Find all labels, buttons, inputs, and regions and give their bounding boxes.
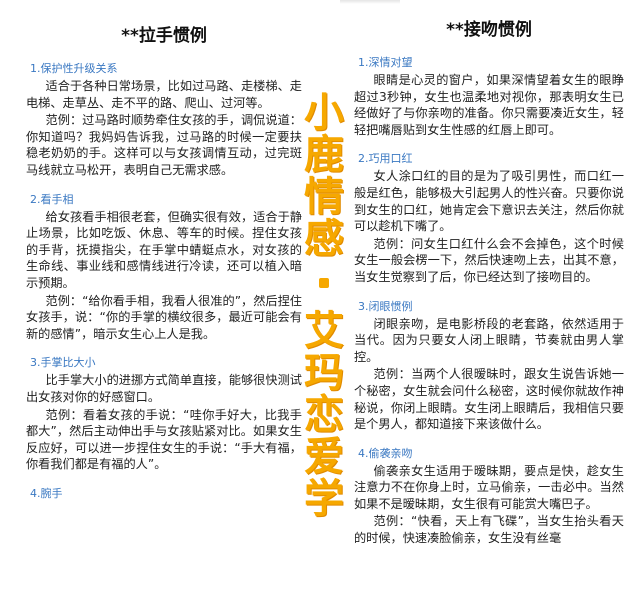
vertical-watermark-banner: 小 鹿 情 感 艾 玛 恋 爱 学 [298,92,350,552]
section-paragraph: 适合于各种日常场景，比如过马路、走楼梯、走电梯、走草丛、走不平的路、爬山、过河等… [26,79,302,110]
section-paragraph: 眼睛是心灵的窗户，如果深情望着女生的眼睁超过3秒钟，女生也温柔地对视你，那表明女… [354,73,624,137]
section-paragraph: 范例：问女生口红什么会不会掉色，这个时候女生一般会楞一下，然后快速吻上去，出其不… [354,236,624,284]
section-title: 4.腕手 [30,486,63,500]
right-column-title: **接吻惯例 [446,20,532,40]
section: 3.手掌比大小比手掌大小的进挪方式简单直接，能够很快测试出女孩对你的好感窗口。范… [26,356,302,473]
banner-char: 感 [304,216,344,262]
section-paragraph: 给女孩看手相很老套，但确实很有效，适合于静止场景，比如吃饭、休息、等车的时候。捏… [26,209,302,290]
banner-separator-dot [319,278,329,288]
section-title: 1.保护性升级关系 [30,62,118,75]
banner-char: 鹿 [304,132,344,178]
banner-char: 小 [304,90,344,136]
banner-char: 艾 [304,308,344,354]
section-title: 2.巧用口红 [358,152,413,166]
left-column: **拉手惯例 1.保护性升级关系适合于各种日常场景，比如过马路、走楼梯、走电梯、… [26,0,302,515]
section: 1.保护性升级关系适合于各种日常场景，比如过马路、走楼梯、走电梯、走草丛、走不平… [26,62,302,179]
banner-char: 爱 [304,434,344,480]
section-paragraph: 范例：“快看，天上有飞碟”，当女生抬头看天的时候，快速凑脸偷亲，女生没有丝毫 [354,514,624,546]
section-paragraph: 范例：看着女孩的手说：“哇你手好大，比我手都大”，然后主动伸出手与女孩贴紧对比。… [26,407,302,472]
banner-char: 学 [304,476,344,522]
section: 2.巧用口红女人涂口红的目的是为了吸引男性，而口红一般是红色，能够极大引起男人的… [354,152,624,285]
section: 1.深情对望眼睛是心灵的窗户，如果深情望着女生的眼睁超过3秒钟，女生也温柔地对视… [354,56,624,138]
section-paragraph: 闭眼亲吻，是电影桥段的老套路，依然适用于当代。因为只要女人闭上眼睛，节奏就由男人… [354,316,624,364]
section-paragraph: 范例：过马路时顺势牵住女孩的手，调侃说道：你知道吗？我妈妈告诉我，过马路的时候一… [26,113,302,177]
section-paragraph: 女人涂口红的目的是为了吸引男性，而口红一般是红色，能够极大引起男人的性兴奋。只要… [354,169,624,234]
section-title: 3.手掌比大小 [30,356,96,370]
section-title: 1.深情对望 [358,56,413,69]
right-sections: 1.深情对望眼睛是心灵的窗户，如果深情望着女生的眼睁超过3秒钟，女生也温柔地对视… [354,56,624,547]
section-title: 2.看手相 [30,192,74,206]
section-title: 4.偷袭亲吻 [358,446,413,460]
section-title: 3.闭眼惯例 [358,299,413,313]
section-paragraph: 偷袭亲女生适用于暧昧期，要点是快，趁女生注意力不在你身上时，立马偷亲，一击必中。… [354,463,624,511]
section: 4.偷袭亲吻偷袭亲女生适用于暧昧期，要点是快，趁女生注意力不在你身上时，立马偷亲… [354,447,624,547]
banner-char: 恋 [304,392,344,438]
section-paragraph: 范例：当两个人很暧昧时，跟女生说告诉她一个秘密，女生就会问什么秘密，这时候你就故… [354,367,624,432]
right-column: **接吻惯例 1.深情对望眼睛是心灵的窗户，如果深情望着女生的眼睁超过3秒钟，女… [354,0,624,561]
section-paragraph: 比手掌大小的进挪方式简单直接，能够很快测试出女孩对你的好感窗口。 [26,373,302,404]
section: 4.腕手 [26,487,302,501]
cropped-header-fragment [340,0,400,4]
banner-char: 玛 [304,350,344,396]
section: 2.看手相给女孩看手相很老套，但确实很有效，适合于静止场景，比如吃饭、休息、等车… [26,193,302,343]
left-column-title: **拉手惯例 [121,26,207,46]
banner-char: 情 [304,174,344,220]
left-sections: 1.保护性升级关系适合于各种日常场景，比如过马路、走楼梯、走电梯、走草丛、走不平… [26,62,302,501]
section: 3.闭眼惯例闭眼亲吻，是电影桥段的老套路，依然适用于当代。因为只要女人闭上眼睛，… [354,300,624,433]
section-paragraph: 范例：“给你看手相，我看人很准的”，然后捏住女孩手，说：“你的手掌的横纹很多，最… [26,293,302,341]
